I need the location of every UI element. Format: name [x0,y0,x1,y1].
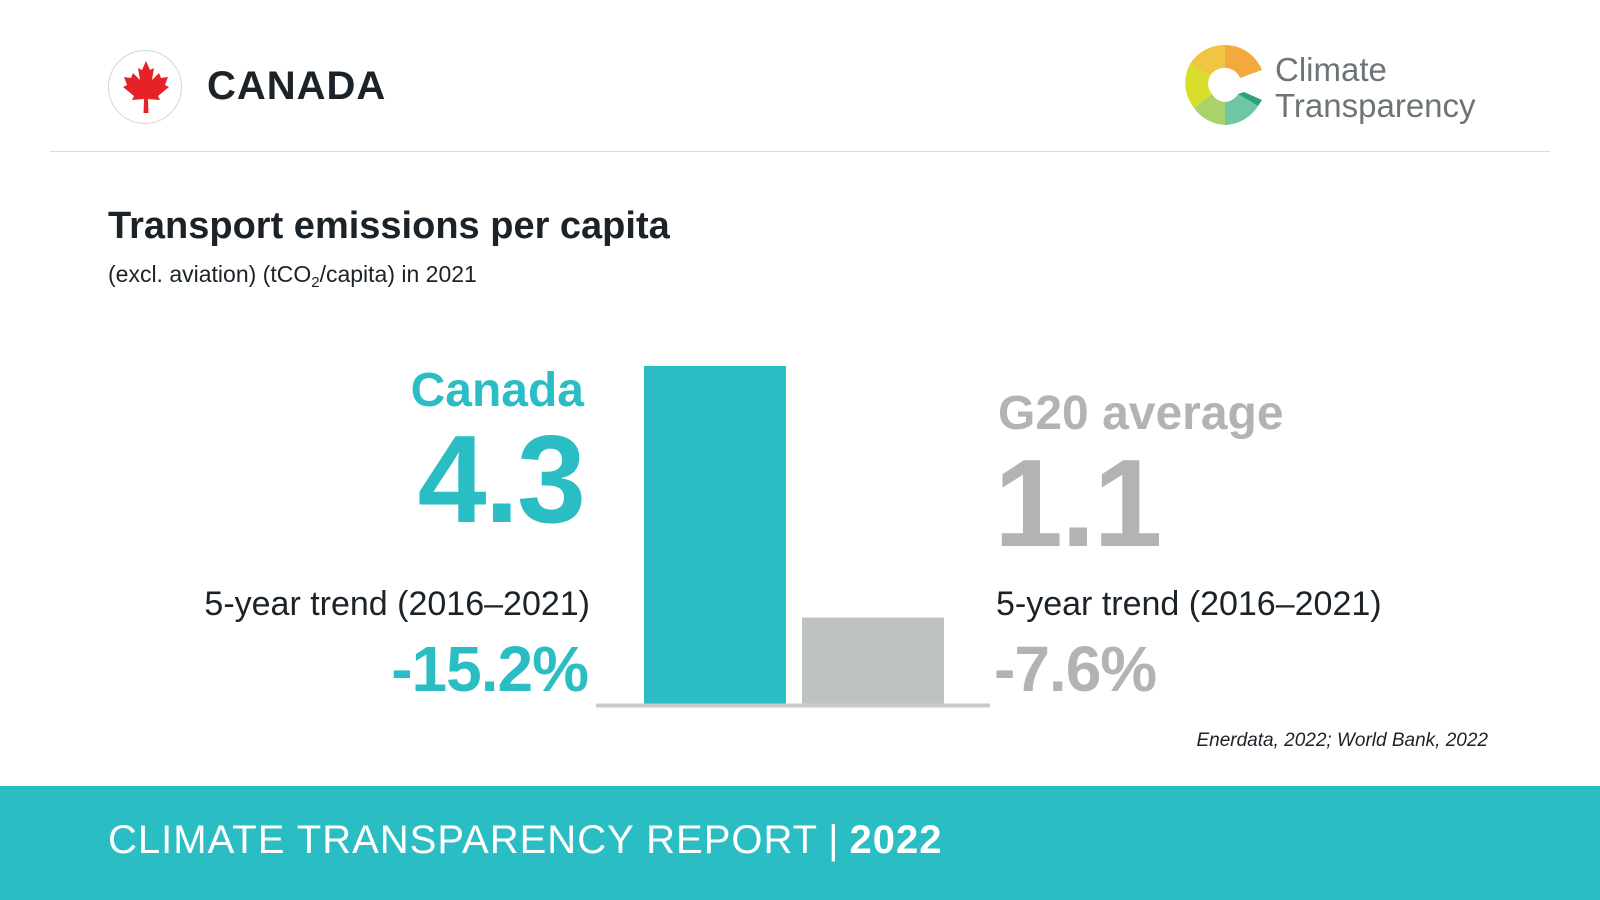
g20-trend-label: 5-year trend (2016–2021) [996,585,1382,623]
source-note: Enerdata, 2022; World Bank, 2022 [1196,730,1488,751]
footer-separator: | [828,818,840,862]
bar-canada [644,366,786,704]
brand-name-line2: Transparency [1275,87,1476,124]
maple-leaf-icon [123,61,169,113]
bar-g20-average [802,617,944,704]
canada-trend-label: 5-year trend (2016–2021) [204,585,590,623]
brand-name-line1: Climate [1275,51,1387,88]
chart-title: Transport emissions per capita [108,205,670,247]
g20-trend-value: -7.6% [994,633,1157,705]
canada-value: 4.3 [417,411,586,549]
canada-label: Canada [410,364,584,417]
g20-label: G20 average [998,387,1284,440]
g20-value: 1.1 [994,435,1162,573]
brand-name: Climate Transparency [1275,52,1476,124]
footer-year: 2022 [849,818,943,862]
climate-transparency-logo-icon [1185,44,1262,125]
chart-subtitle: (excl. aviation) (tCO2/capita) in 2021 [108,261,477,291]
header-divider [50,151,1550,152]
brand: Climate Transparency [1180,40,1500,130]
bar-chart [596,366,990,708]
subtitle-pre: (excl. aviation) (tCO [108,261,312,287]
canada-trend-value: -15.2% [391,633,589,705]
subtitle-post: /capita) in 2021 [319,261,477,287]
footer-banner: CLIMATE TRANSPARENCY REPORT | 2022 [0,786,1600,900]
footer-text: CLIMATE TRANSPARENCY REPORT | 2022 [108,818,942,863]
subtitle-subscript: 2 [311,274,320,291]
country-name: CANADA [207,64,387,108]
canada-flag [108,50,182,124]
footer-report: CLIMATE TRANSPARENCY REPORT [108,818,819,862]
